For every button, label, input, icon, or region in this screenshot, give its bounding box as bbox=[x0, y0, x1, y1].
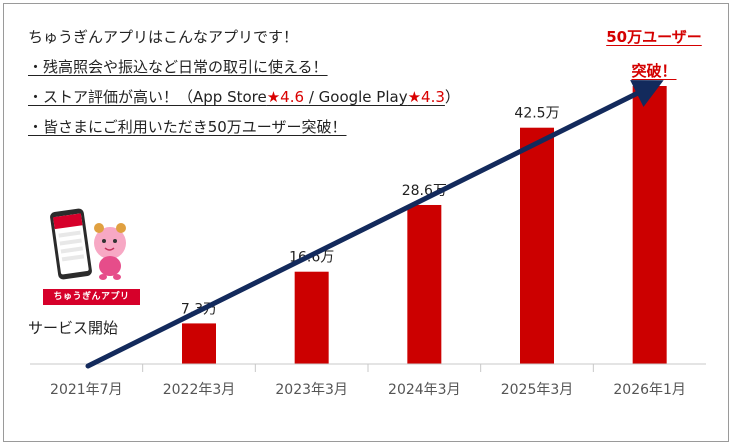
x-tick-label-3: 2024年3月 bbox=[388, 382, 461, 398]
smartphone-icon bbox=[50, 208, 92, 280]
x-tick-label-1: 2022年3月 bbox=[163, 382, 236, 398]
app-name-badge: ちゅうぎんアプリ bbox=[43, 289, 140, 305]
intro-line-4-text: ・皆さまにご利用いただき50万ユーザー突破！ bbox=[28, 118, 347, 136]
chart-frame bbox=[3, 3, 729, 442]
milestone-callout: 50万ユーザー 突破！ bbox=[600, 20, 708, 88]
intro-line-3-text: ・ストア評価が高い！（App Store★4.6 / Google Play★4… bbox=[28, 88, 445, 106]
rating-prefix: ・ストア評価が高い！（App Store bbox=[28, 88, 267, 106]
service-start-label: サービス開始 bbox=[28, 319, 119, 337]
intro-line-2: ・残高照会や振込など日常の取引に使える！ bbox=[28, 52, 460, 82]
intro-line-1: ちゅうぎんアプリはこんなアプリです！ bbox=[28, 28, 299, 46]
x-tick-label-2: 2023年3月 bbox=[275, 382, 348, 398]
x-tick-label-5: 2026年1月 bbox=[613, 382, 686, 398]
intro-text: ちゅうぎんアプリはこんなアプリです！ ・残高照会や振込など日常の取引に使える！ … bbox=[28, 22, 460, 142]
rating-mid: / Google Play bbox=[304, 88, 408, 106]
bar-5 bbox=[632, 86, 667, 364]
callout-line-2: 突破！ bbox=[631, 62, 677, 80]
intro-line-2-text: ・残高照会や振込など日常の取引に使える！ bbox=[28, 58, 328, 76]
bar-3 bbox=[407, 204, 442, 364]
bar-2 bbox=[294, 271, 329, 364]
intro-line-4: ・皆さまにご利用いただき50万ユーザー突破！ bbox=[28, 112, 460, 142]
bar-4 bbox=[520, 127, 554, 364]
intro-line-3: ・ストア評価が高い！（App Store★4.6 / Google Play★4… bbox=[28, 82, 460, 112]
app-store-rating: ★4.6 bbox=[266, 88, 305, 106]
app-illustration bbox=[50, 208, 126, 280]
google-play-rating: ★4.3 bbox=[407, 88, 445, 106]
x-tick-label-4: 2025年3月 bbox=[501, 382, 574, 398]
data-label-4: 42.5万 bbox=[514, 106, 559, 122]
mascot-icon bbox=[94, 223, 126, 280]
rating-suffix: ） bbox=[444, 88, 460, 106]
callout-line-1: 50万ユーザー bbox=[606, 28, 702, 46]
bar-1 bbox=[182, 323, 216, 364]
x-tick-label-0: 2021年7月 bbox=[50, 382, 123, 398]
growth-arrow bbox=[85, 80, 664, 369]
